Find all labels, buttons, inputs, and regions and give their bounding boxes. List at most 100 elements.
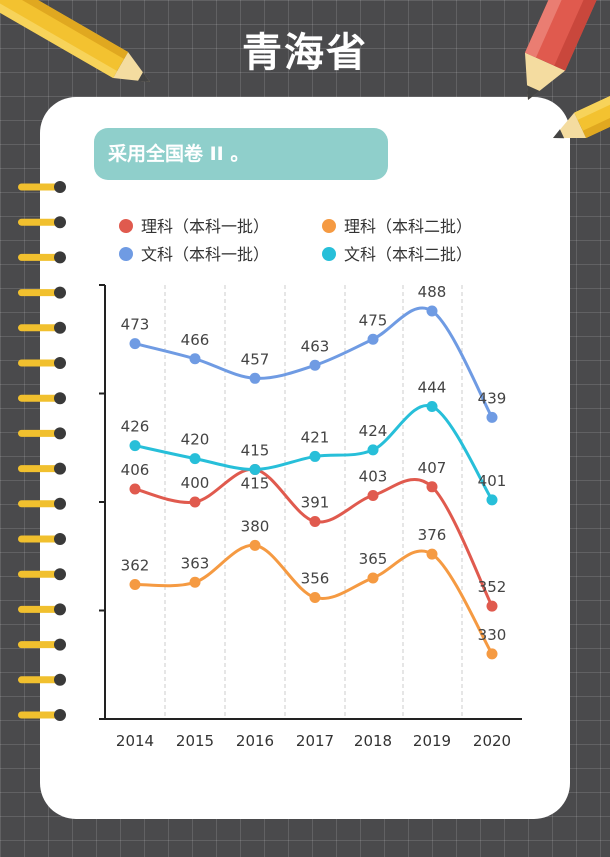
data-label: 488 (418, 283, 447, 301)
spiral-ring (18, 183, 62, 191)
x-tick-label: 2016 (236, 732, 274, 750)
data-label: 466 (181, 331, 210, 349)
legend-marker (322, 219, 336, 233)
data-label: 400 (181, 474, 210, 492)
data-point (129, 440, 141, 452)
spiral-hole (54, 286, 66, 299)
data-label: 406 (121, 461, 150, 479)
data-point (367, 333, 379, 345)
legend-label: 文科（本科二批） (344, 245, 472, 264)
page-title: 青海省 (242, 30, 368, 76)
data-label: 420 (181, 431, 210, 449)
spiral-ring (18, 605, 62, 613)
note-banner: 采用全国卷 II 。 (94, 128, 388, 180)
legend-marker (119, 219, 133, 233)
spiral-hole (54, 392, 66, 405)
spiral-hole (54, 462, 66, 475)
spiral-hole (54, 709, 66, 721)
spiral-ring (18, 676, 62, 684)
data-label: 421 (301, 428, 330, 446)
spiral-ring (18, 324, 62, 332)
legend-label: 理科（本科一批） (141, 217, 269, 236)
data-label: 391 (301, 494, 330, 512)
data-point (249, 539, 261, 551)
data-label: 407 (418, 459, 447, 477)
data-label: 424 (359, 422, 388, 440)
legend-label: 文科（本科一批） (141, 245, 269, 264)
spiral-ring (18, 711, 62, 719)
spiral-hole (54, 568, 66, 581)
data-label: 356 (301, 569, 330, 587)
spiral-hole (54, 638, 66, 651)
data-label: 403 (359, 467, 388, 485)
data-point (367, 489, 379, 501)
data-point (129, 578, 141, 590)
data-label: 365 (359, 550, 388, 568)
data-point (189, 496, 201, 508)
spiral-ring (18, 535, 62, 543)
spiral-ring (18, 500, 62, 508)
data-point (426, 401, 438, 413)
data-label: 376 (418, 526, 447, 544)
data-label: 473 (121, 316, 150, 334)
data-label: 363 (181, 554, 210, 572)
data-label: 415 (241, 441, 270, 459)
spiral-hole (54, 181, 66, 193)
data-point (249, 372, 261, 384)
spiral-hole (54, 533, 66, 545)
data-point (309, 450, 321, 462)
data-point (486, 648, 498, 660)
data-point (129, 483, 141, 495)
spiral-ring (18, 465, 62, 473)
legend-marker (119, 247, 133, 261)
x-tick-label: 2015 (176, 732, 214, 750)
spiral-ring (18, 359, 62, 367)
spiral-ring (18, 429, 62, 437)
spiral-ring (18, 253, 62, 261)
data-point (486, 494, 498, 506)
data-point (486, 411, 498, 423)
data-point (189, 453, 201, 465)
data-point (249, 463, 261, 475)
x-tick-label: 2014 (116, 732, 154, 750)
data-point (309, 516, 321, 528)
x-tick-label: 2019 (413, 732, 451, 750)
x-tick-label: 2020 (473, 732, 511, 750)
spiral-hole (54, 497, 66, 510)
spiral-hole (54, 603, 66, 616)
spiral-hole (54, 251, 66, 264)
data-point (129, 338, 141, 350)
legend-marker (322, 247, 336, 261)
data-point (309, 359, 321, 371)
legend-label: 理科（本科二批） (344, 217, 472, 236)
spiral-hole (54, 216, 66, 229)
data-point (486, 600, 498, 612)
data-point (426, 548, 438, 560)
data-point (189, 576, 201, 588)
spiral-binding (18, 181, 66, 721)
spiral-ring (18, 570, 62, 578)
data-label: 426 (121, 418, 150, 436)
data-label: 380 (241, 517, 270, 535)
spiral-ring (18, 289, 62, 297)
spiral-hole (54, 673, 66, 686)
data-point (309, 591, 321, 603)
data-point (426, 305, 438, 317)
data-label: 444 (418, 379, 447, 397)
spiral-hole (54, 321, 66, 334)
data-label: 352 (478, 578, 507, 596)
x-tick-label: 2017 (296, 732, 334, 750)
data-label: 457 (241, 350, 270, 368)
data-label: 463 (301, 337, 330, 355)
spiral-hole (54, 427, 66, 440)
data-label: 330 (478, 626, 507, 644)
data-label: 401 (478, 472, 507, 490)
data-point (426, 481, 438, 493)
spiral-ring (18, 394, 62, 402)
spiral-hole (54, 357, 66, 369)
data-point (189, 353, 201, 365)
data-point (367, 444, 379, 456)
data-point (367, 572, 379, 584)
spiral-ring (18, 641, 62, 649)
